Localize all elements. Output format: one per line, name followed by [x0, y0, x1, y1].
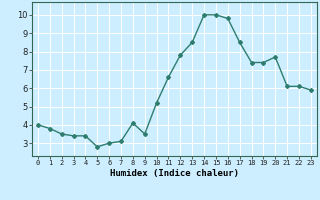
- X-axis label: Humidex (Indice chaleur): Humidex (Indice chaleur): [110, 169, 239, 178]
